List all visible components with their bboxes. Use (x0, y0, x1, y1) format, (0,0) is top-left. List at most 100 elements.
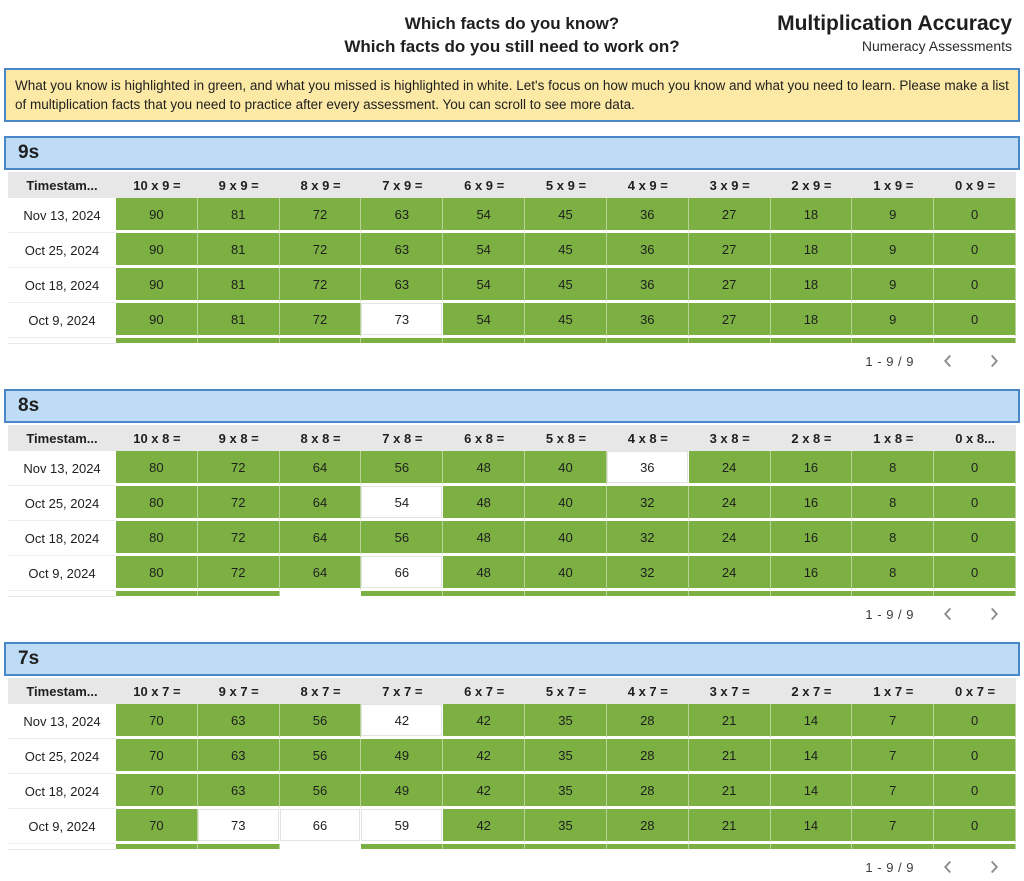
table-title-7s: 7s (4, 642, 1020, 676)
partial-row-cell (279, 338, 362, 343)
fact-cell: 56 (279, 704, 362, 738)
fact-cell: 80 (116, 556, 198, 590)
chevron-left-button[interactable] (936, 602, 960, 626)
fact-cell: 80 (116, 486, 198, 520)
partial-row-cell (197, 591, 280, 596)
fact-cell: 63 (361, 233, 444, 267)
fact-cell: 45 (525, 303, 607, 337)
question-line-1: Which facts do you know? (404, 14, 620, 33)
fact-cell: 35 (525, 704, 607, 738)
fact-cell: 54 (443, 268, 526, 302)
partial-row-cell (197, 844, 280, 849)
fact-cell: 28 (606, 739, 689, 773)
fact-cell: 81 (197, 268, 280, 302)
pagination: 1 - 9 / 9 (4, 344, 1020, 375)
timestamp-cell: Oct 25, 2024 (8, 486, 116, 521)
column-header: 10 x 8 = (116, 425, 198, 451)
tables-container: 9s Timestam... 10 x 9 = 9 x 9 = 8 x 9 = 7 x 9… (0, 136, 1024, 881)
partial-row-timestamp (8, 591, 116, 597)
fact-cell: 56 (279, 739, 362, 773)
fact-cell: 66 (279, 809, 362, 843)
partial-row-cell (770, 338, 853, 343)
fact-cell: 72 (197, 486, 280, 520)
fact-cell: 72 (197, 521, 280, 555)
chevron-left-icon (944, 607, 951, 621)
fact-cell: 7 (852, 739, 935, 773)
fact-cell: 0 (934, 486, 1016, 520)
fact-cell: 21 (688, 739, 771, 773)
chevron-right-button[interactable] (982, 602, 1006, 626)
partial-row-timestamp (8, 844, 116, 850)
fact-cell: 8 (852, 521, 935, 555)
facts-grid: Timestam... 10 x 7 = 9 x 7 = 8 x 7 = 7 x 7 =… (8, 678, 1016, 850)
column-header: 1 x 7 = (852, 678, 935, 704)
fact-cell: 72 (279, 233, 362, 267)
partial-row-cell (197, 338, 280, 343)
fact-cell: 48 (443, 556, 526, 590)
partial-row-cell (770, 591, 853, 596)
fact-cell: 54 (443, 233, 526, 267)
timestamp-cell: Oct 18, 2024 (8, 774, 116, 809)
fact-cell: 14 (770, 739, 853, 773)
fact-cell: 90 (116, 198, 198, 232)
chevron-right-icon (991, 607, 998, 621)
table-card-8s: 8s Timestam... 10 x 8 = 9 x 8 = 8 x 8 = 7 x 8… (4, 389, 1020, 628)
fact-cell: 49 (361, 774, 444, 808)
table-card-7s: 7s Timestam... 10 x 7 = 9 x 7 = 8 x 7 = 7 x 7… (4, 642, 1020, 881)
fact-cell: 80 (116, 451, 198, 485)
fact-cell: 18 (770, 268, 853, 302)
partial-row-cell (443, 338, 526, 343)
column-header-timestamp: Timestam... (8, 425, 116, 451)
fact-cell: 72 (279, 303, 362, 337)
column-header: 4 x 7 = (606, 678, 689, 704)
chevron-left-button[interactable] (936, 855, 960, 879)
fact-cell: 24 (688, 556, 771, 590)
fact-cell: 40 (525, 556, 607, 590)
fact-cell: 90 (116, 303, 198, 337)
fact-cell: 21 (688, 809, 771, 843)
fact-cell: 18 (770, 233, 853, 267)
fact-cell: 21 (688, 704, 771, 738)
partial-row-timestamp (8, 338, 116, 344)
chevron-right-button[interactable] (982, 349, 1006, 373)
timestamp-cell: Oct 18, 2024 (8, 268, 116, 303)
column-header-timestamp: Timestam... (8, 678, 116, 704)
fact-cell: 63 (361, 268, 444, 302)
column-header: 9 x 9 = (197, 172, 280, 198)
partial-row-cell (852, 844, 935, 849)
fact-cell: 16 (770, 451, 853, 485)
fact-cell: 16 (770, 486, 853, 520)
column-header: 5 x 9 = (525, 172, 607, 198)
column-header: 9 x 7 = (197, 678, 280, 704)
fact-cell: 42 (443, 739, 526, 773)
column-header: 2 x 9 = (770, 172, 853, 198)
fact-cell: 27 (688, 198, 771, 232)
fact-cell: 40 (525, 521, 607, 555)
column-header: 3 x 9 = (688, 172, 771, 198)
column-header: 3 x 7 = (688, 678, 771, 704)
fact-cell: 72 (197, 451, 280, 485)
table-title-8s: 8s (4, 389, 1020, 423)
partial-row-cell (606, 844, 689, 849)
fact-cell: 73 (361, 303, 444, 337)
partial-row-cell (116, 338, 198, 343)
chevron-right-button[interactable] (982, 855, 1006, 879)
pagination-label: 1 - 9 / 9 (865, 606, 914, 622)
fact-cell: 9 (852, 198, 935, 232)
fact-cell: 42 (443, 809, 526, 843)
partial-row-cell (688, 844, 771, 849)
partial-row-cell (770, 844, 853, 849)
fact-cell: 90 (116, 268, 198, 302)
timestamp-cell: Oct 9, 2024 (8, 556, 116, 591)
fact-cell: 24 (688, 521, 771, 555)
instructions-banner: What you know is highlighted in green, a… (4, 68, 1020, 122)
chevron-left-button[interactable] (936, 349, 960, 373)
partial-row-cell (525, 591, 607, 596)
partial-row-cell (688, 338, 771, 343)
fact-cell: 48 (443, 486, 526, 520)
timestamp-cell: Oct 25, 2024 (8, 233, 116, 268)
fact-cell: 81 (197, 303, 280, 337)
partial-row-cell (934, 591, 1016, 596)
partial-row-cell (934, 844, 1016, 849)
column-header: 0 x 7 = (934, 678, 1016, 704)
